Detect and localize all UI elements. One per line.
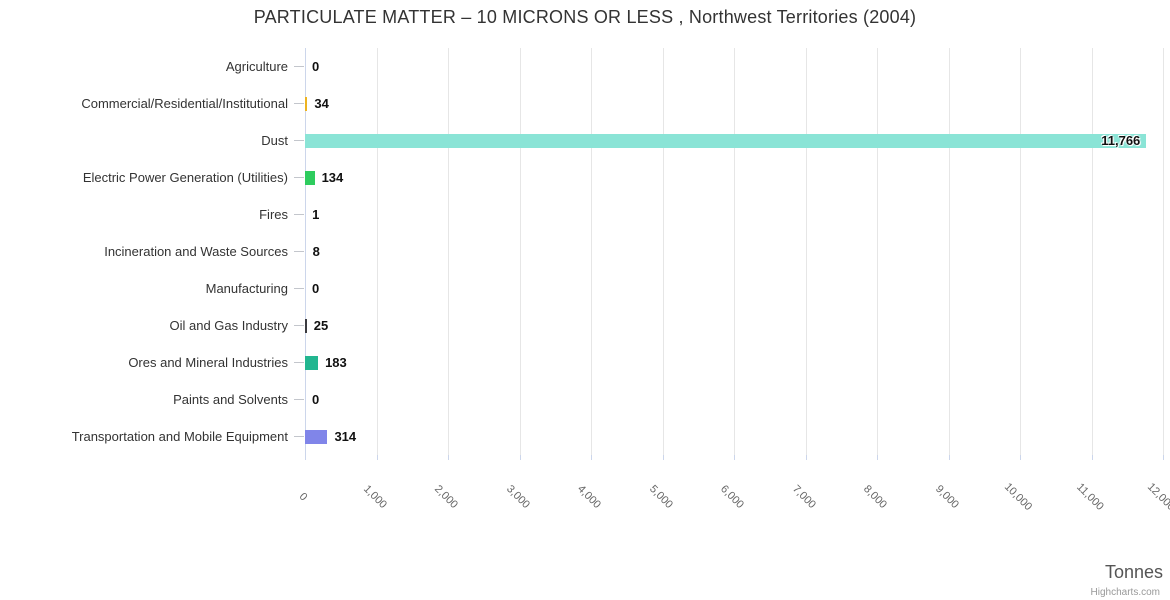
value-label: 0: [312, 280, 320, 296]
category-label: Commercial/Residential/Institutional: [81, 95, 288, 111]
category-tick: [294, 251, 304, 252]
value-label: 314: [334, 428, 357, 444]
value-label: 134: [321, 169, 344, 185]
category-tick: [294, 288, 304, 289]
x-axis-tick: [1020, 455, 1021, 460]
x-axis-tick-label: 5,000: [646, 483, 675, 511]
gridline: [805, 48, 807, 455]
category-tick: [294, 140, 304, 141]
category-tick: [294, 399, 304, 400]
category-label: Paints and Solvents: [173, 391, 288, 407]
value-label: 25: [313, 317, 329, 333]
x-axis-tick: [805, 455, 807, 460]
highcharts-credit-link[interactable]: Highcharts.com: [1090, 587, 1160, 598]
gridline: [376, 48, 378, 455]
gridline: [1020, 48, 1021, 455]
category-label: Dust: [261, 132, 288, 148]
gridline: [1091, 48, 1093, 455]
x-axis-tick: [734, 455, 735, 460]
bar[interactable]: [305, 429, 328, 444]
x-axis-tick: [519, 455, 521, 460]
x-axis-tick-label: 3,000: [503, 483, 532, 511]
category-tick: [294, 325, 304, 326]
value-label: 8: [312, 243, 320, 259]
category-tick: [294, 66, 304, 67]
x-axis-tick-label: 6,000: [718, 483, 746, 511]
category-label: Manufacturing: [205, 280, 288, 296]
category-tick: [294, 177, 304, 178]
category-label: Incineration and Waste Sources: [104, 243, 288, 259]
bar[interactable]: [305, 133, 1147, 148]
bar[interactable]: [305, 318, 307, 333]
category-label: Electric Power Generation (Utilities): [82, 169, 288, 185]
gridline: [734, 48, 735, 455]
value-label: 0: [312, 58, 320, 74]
category-label: Ores and Mineral Industries: [128, 354, 288, 370]
chart-title: PARTICULATE MATTER – 10 MICRONS OR LESS …: [253, 7, 917, 27]
category-label: Oil and Gas Industry: [169, 317, 289, 333]
x-axis-tick-label: 11,000: [1073, 481, 1106, 513]
gridline: [448, 48, 449, 455]
x-axis-tick: [1163, 455, 1164, 460]
y-axis-line: [305, 48, 306, 455]
value-label: 183: [325, 354, 347, 370]
x-axis-tick: [948, 455, 950, 460]
bar[interactable]: [305, 170, 315, 185]
bar[interactable]: [305, 96, 308, 111]
gridline: [877, 48, 878, 455]
category-label: Agriculture: [225, 58, 288, 74]
x-axis-tick: [591, 455, 592, 460]
x-axis-title: Tonnes: [1104, 562, 1163, 582]
bar[interactable]: [305, 355, 319, 370]
x-axis-tick-label: 2,000: [432, 483, 460, 511]
x-axis-tick-label: 8,000: [861, 483, 889, 511]
x-axis-tick: [877, 455, 878, 460]
category-tick: [294, 214, 304, 215]
gridline: [591, 48, 592, 455]
x-axis-tick-label: 10,000: [1001, 480, 1035, 514]
value-label: 0: [312, 391, 320, 407]
x-axis-tick-label: 7,000: [789, 483, 818, 511]
gridline: [948, 48, 950, 455]
x-axis-tick-label: 0: [296, 490, 310, 504]
x-axis-tick-label: 1,000: [360, 483, 389, 511]
category-tick: [294, 362, 304, 363]
x-axis-tick: [1091, 455, 1093, 460]
gridline: [662, 48, 664, 455]
x-axis-tick-label: 12,000: [1144, 480, 1170, 514]
value-label: 1: [312, 206, 320, 222]
value-label: 11,766: [1101, 132, 1141, 148]
category-label: Fires: [259, 206, 288, 222]
category-tick: [294, 103, 304, 104]
category-label: Transportation and Mobile Equipment: [71, 428, 288, 444]
gridline: [1163, 48, 1164, 455]
category-tick: [294, 436, 304, 437]
value-label: 34: [314, 95, 329, 111]
gridline: [519, 48, 521, 455]
x-axis-tick: [376, 455, 378, 460]
x-axis-tick: [662, 455, 664, 460]
x-axis-tick: [448, 455, 449, 460]
x-axis-tick-label: 9,000: [932, 483, 961, 511]
x-axis-tick: [305, 455, 306, 460]
x-axis-tick-label: 4,000: [575, 483, 603, 511]
